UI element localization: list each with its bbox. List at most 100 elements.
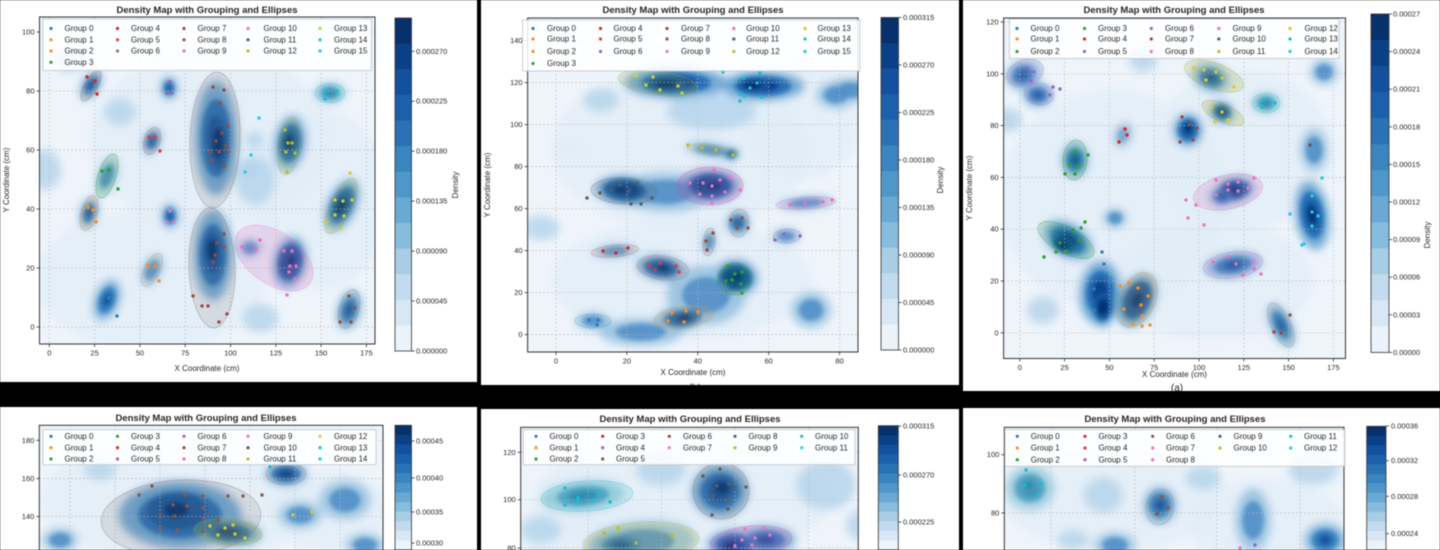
svg-text:Group 7: Group 7 [683, 443, 712, 452]
svg-text:20: 20 [26, 264, 34, 273]
svg-text:Group 5: Group 5 [1099, 455, 1128, 464]
svg-text:0.000270: 0.000270 [903, 471, 934, 480]
svg-text:Group 9: Group 9 [749, 443, 778, 452]
svg-text:125: 125 [1238, 363, 1251, 372]
svg-text:Density: Density [1423, 222, 1432, 249]
svg-text:0.000180: 0.000180 [416, 147, 447, 156]
svg-text:Group 0: Group 0 [1031, 24, 1060, 33]
svg-text:Group 1: Group 1 [1031, 35, 1060, 44]
svg-text:Group 5: Group 5 [1098, 47, 1127, 56]
svg-text:Group 4: Group 4 [1098, 35, 1127, 44]
svg-text:Group 6: Group 6 [198, 432, 227, 441]
svg-text:25: 25 [90, 349, 98, 358]
svg-text:Group 3: Group 3 [616, 432, 645, 441]
svg-text:0.000090: 0.000090 [416, 247, 447, 256]
svg-text:80: 80 [514, 162, 522, 171]
svg-text:Group 8: Group 8 [681, 35, 710, 44]
svg-text:80: 80 [835, 357, 843, 366]
svg-text:180: 180 [22, 436, 35, 445]
svg-text:0.000270: 0.000270 [416, 47, 447, 56]
svg-text:Group 11: Group 11 [1233, 47, 1266, 56]
svg-text:Density Map with Grouping and: Density Map with Grouping and Ellipses [1083, 5, 1264, 16]
svg-text:Group 3: Group 3 [131, 432, 160, 441]
svg-text:Density Map with Grouping and: Density Map with Grouping and Ellipses [115, 413, 296, 424]
svg-text:(b): (b) [689, 383, 701, 385]
svg-text:Group 9: Group 9 [1234, 432, 1263, 441]
svg-text:50: 50 [1105, 363, 1113, 372]
svg-text:0.00032: 0.00032 [1391, 456, 1418, 465]
svg-text:0.000225: 0.000225 [416, 97, 447, 106]
svg-text:Group 7: Group 7 [198, 443, 227, 452]
svg-text:Group 3: Group 3 [547, 59, 576, 68]
svg-text:Group 13: Group 13 [1305, 35, 1339, 44]
svg-text:75: 75 [181, 349, 189, 358]
svg-text:175: 175 [1327, 363, 1340, 372]
svg-text:Group 7: Group 7 [198, 24, 227, 33]
svg-text:40: 40 [990, 225, 998, 234]
svg-text:Density Map with Grouping and: Density Map with Grouping and Ellipses [599, 414, 780, 425]
svg-text:Group 10: Group 10 [815, 432, 849, 441]
svg-text:Group 2: Group 2 [65, 455, 94, 464]
svg-text:150: 150 [315, 349, 328, 358]
svg-text:120: 120 [986, 18, 999, 27]
svg-text:Group 13: Group 13 [334, 443, 368, 452]
svg-text:Group 9: Group 9 [264, 432, 293, 441]
svg-text:100: 100 [224, 349, 237, 358]
svg-text:Group 11: Group 11 [815, 443, 848, 452]
svg-text:20: 20 [990, 277, 998, 286]
svg-text:100: 100 [986, 69, 999, 78]
svg-text:0.00024: 0.00024 [1391, 529, 1418, 538]
svg-text:(a): (a) [1171, 383, 1183, 391]
svg-text:Group 10: Group 10 [1234, 444, 1268, 453]
svg-text:50: 50 [136, 349, 144, 358]
svg-text:0.000135: 0.000135 [416, 197, 447, 206]
svg-text:0.00012: 0.00012 [1393, 198, 1420, 207]
svg-text:Group 5: Group 5 [616, 455, 645, 464]
svg-text:Group 12: Group 12 [1305, 24, 1339, 33]
svg-text:Group 15: Group 15 [818, 47, 852, 56]
svg-text:Density: Density [936, 167, 945, 194]
svg-text:Group 10: Group 10 [1233, 35, 1267, 44]
svg-text:0.000315: 0.000315 [903, 13, 934, 22]
svg-text:Group 8: Group 8 [1165, 47, 1194, 56]
svg-text:0.00018: 0.00018 [1393, 122, 1420, 131]
svg-text:Group 11: Group 11 [1304, 432, 1337, 441]
svg-text:X Coordinate (cm): X Coordinate (cm) [175, 364, 240, 373]
svg-text:20: 20 [514, 288, 522, 297]
svg-text:Group 0: Group 0 [65, 24, 94, 33]
svg-text:Group 15: Group 15 [334, 47, 368, 56]
svg-text:0.00024: 0.00024 [1393, 47, 1420, 56]
svg-text:Density Map with Grouping and: Density Map with Grouping and Ellipses [602, 5, 783, 16]
svg-text:150: 150 [1282, 363, 1295, 372]
svg-text:100: 100 [987, 450, 1000, 459]
svg-text:Group 12: Group 12 [746, 47, 780, 56]
svg-text:0.00035: 0.00035 [416, 508, 443, 517]
svg-text:0.000045: 0.000045 [903, 298, 934, 307]
svg-text:0.000135: 0.000135 [903, 203, 934, 212]
svg-text:0: 0 [518, 330, 522, 339]
svg-text:Group 11: Group 11 [264, 36, 297, 45]
svg-text:Group 5: Group 5 [614, 35, 643, 44]
svg-text:Group 3: Group 3 [1099, 432, 1128, 441]
svg-text:120: 120 [503, 448, 516, 457]
svg-text:Group 1: Group 1 [1031, 444, 1060, 453]
svg-text:60: 60 [26, 146, 34, 155]
svg-text:40: 40 [694, 357, 702, 366]
svg-text:100: 100 [510, 120, 523, 129]
svg-text:Group 1: Group 1 [550, 443, 579, 452]
svg-text:0.00021: 0.00021 [1393, 85, 1420, 94]
svg-text:Group 7: Group 7 [1166, 444, 1195, 453]
svg-text:Density Map with Grouping and: Density Map with Grouping and Ellipses [116, 5, 297, 16]
svg-text:Group 7: Group 7 [681, 24, 710, 33]
svg-text:Group 10: Group 10 [264, 443, 298, 452]
svg-text:Group 0: Group 0 [65, 432, 94, 441]
svg-text:0.00045: 0.00045 [416, 437, 443, 446]
svg-text:Group 10: Group 10 [746, 24, 780, 33]
svg-text:Group 1: Group 1 [65, 443, 94, 452]
svg-text:Group 2: Group 2 [1031, 455, 1060, 464]
svg-text:Group 13: Group 13 [818, 24, 852, 33]
svg-text:0.000225: 0.000225 [903, 108, 934, 117]
svg-text:80: 80 [991, 509, 999, 518]
svg-text:Group 7: Group 7 [1165, 35, 1194, 44]
svg-text:Group 3: Group 3 [65, 58, 94, 67]
